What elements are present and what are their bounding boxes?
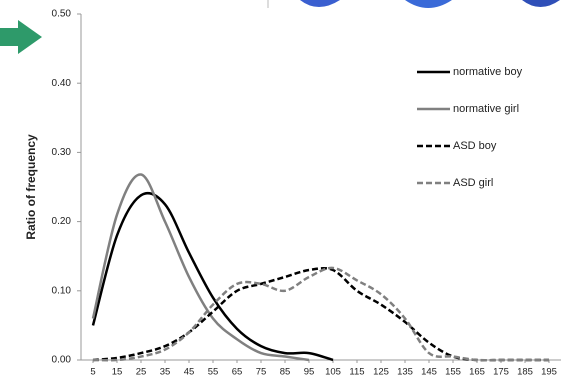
x-tick-label: 105 [325, 367, 341, 378]
series-line [93, 268, 549, 360]
x-tick-label: 95 [304, 367, 315, 378]
image-fragment [522, 0, 560, 7]
y-tick-label: 0.30 [52, 147, 72, 158]
x-tick-label: 15 [112, 367, 123, 378]
x-tick-label: 165 [469, 367, 485, 378]
x-tick-label: 145 [421, 367, 437, 378]
x-tick-label: 65 [232, 367, 243, 378]
x-tick-label: 125 [373, 367, 389, 378]
y-tick-label: 0.10 [52, 285, 72, 296]
series-line [93, 174, 309, 360]
x-tick-label: 185 [517, 367, 533, 378]
series-line [93, 193, 333, 360]
series-line [93, 268, 549, 360]
x-tick-label: 115 [349, 367, 364, 378]
x-tick-label: 35 [160, 367, 171, 378]
x-tick-label: 135 [397, 367, 413, 378]
y-tick-label: 0.20 [52, 216, 72, 227]
x-tick-label: 155 [445, 367, 461, 378]
legend-label: ASD girl [453, 177, 493, 189]
legend-label: normative girl [453, 103, 519, 115]
chart: Ratio of frequency 0.00 0.10 0.20 0.30 0.40 0… [0, 0, 574, 380]
image-fragment [405, 0, 452, 8]
x-tick-label: 25 [136, 367, 147, 378]
legend-label: normative boy [453, 66, 523, 78]
y-tick-label: 0.40 [52, 78, 72, 89]
x-tick-label: 5 [90, 367, 95, 378]
x-tick-label: 85 [280, 367, 291, 378]
arrow-icon [0, 20, 42, 54]
x-tick-label: 55 [208, 367, 219, 378]
y-tick-label: 0.50 [52, 9, 72, 20]
x-tick-label: 195 [541, 367, 557, 378]
y-tick-label: 0.00 [52, 355, 72, 366]
x-tick-label: 175 [493, 367, 509, 378]
y-axis-label: Ratio of frequency [24, 134, 38, 240]
x-tick-label: 75 [256, 367, 267, 378]
image-fragment [300, 0, 340, 7]
legend-label: ASD boy [453, 140, 497, 152]
x-tick-label: 45 [184, 367, 195, 378]
page: {"chart_data": {"type": "line", "ylabel"… [0, 0, 574, 380]
